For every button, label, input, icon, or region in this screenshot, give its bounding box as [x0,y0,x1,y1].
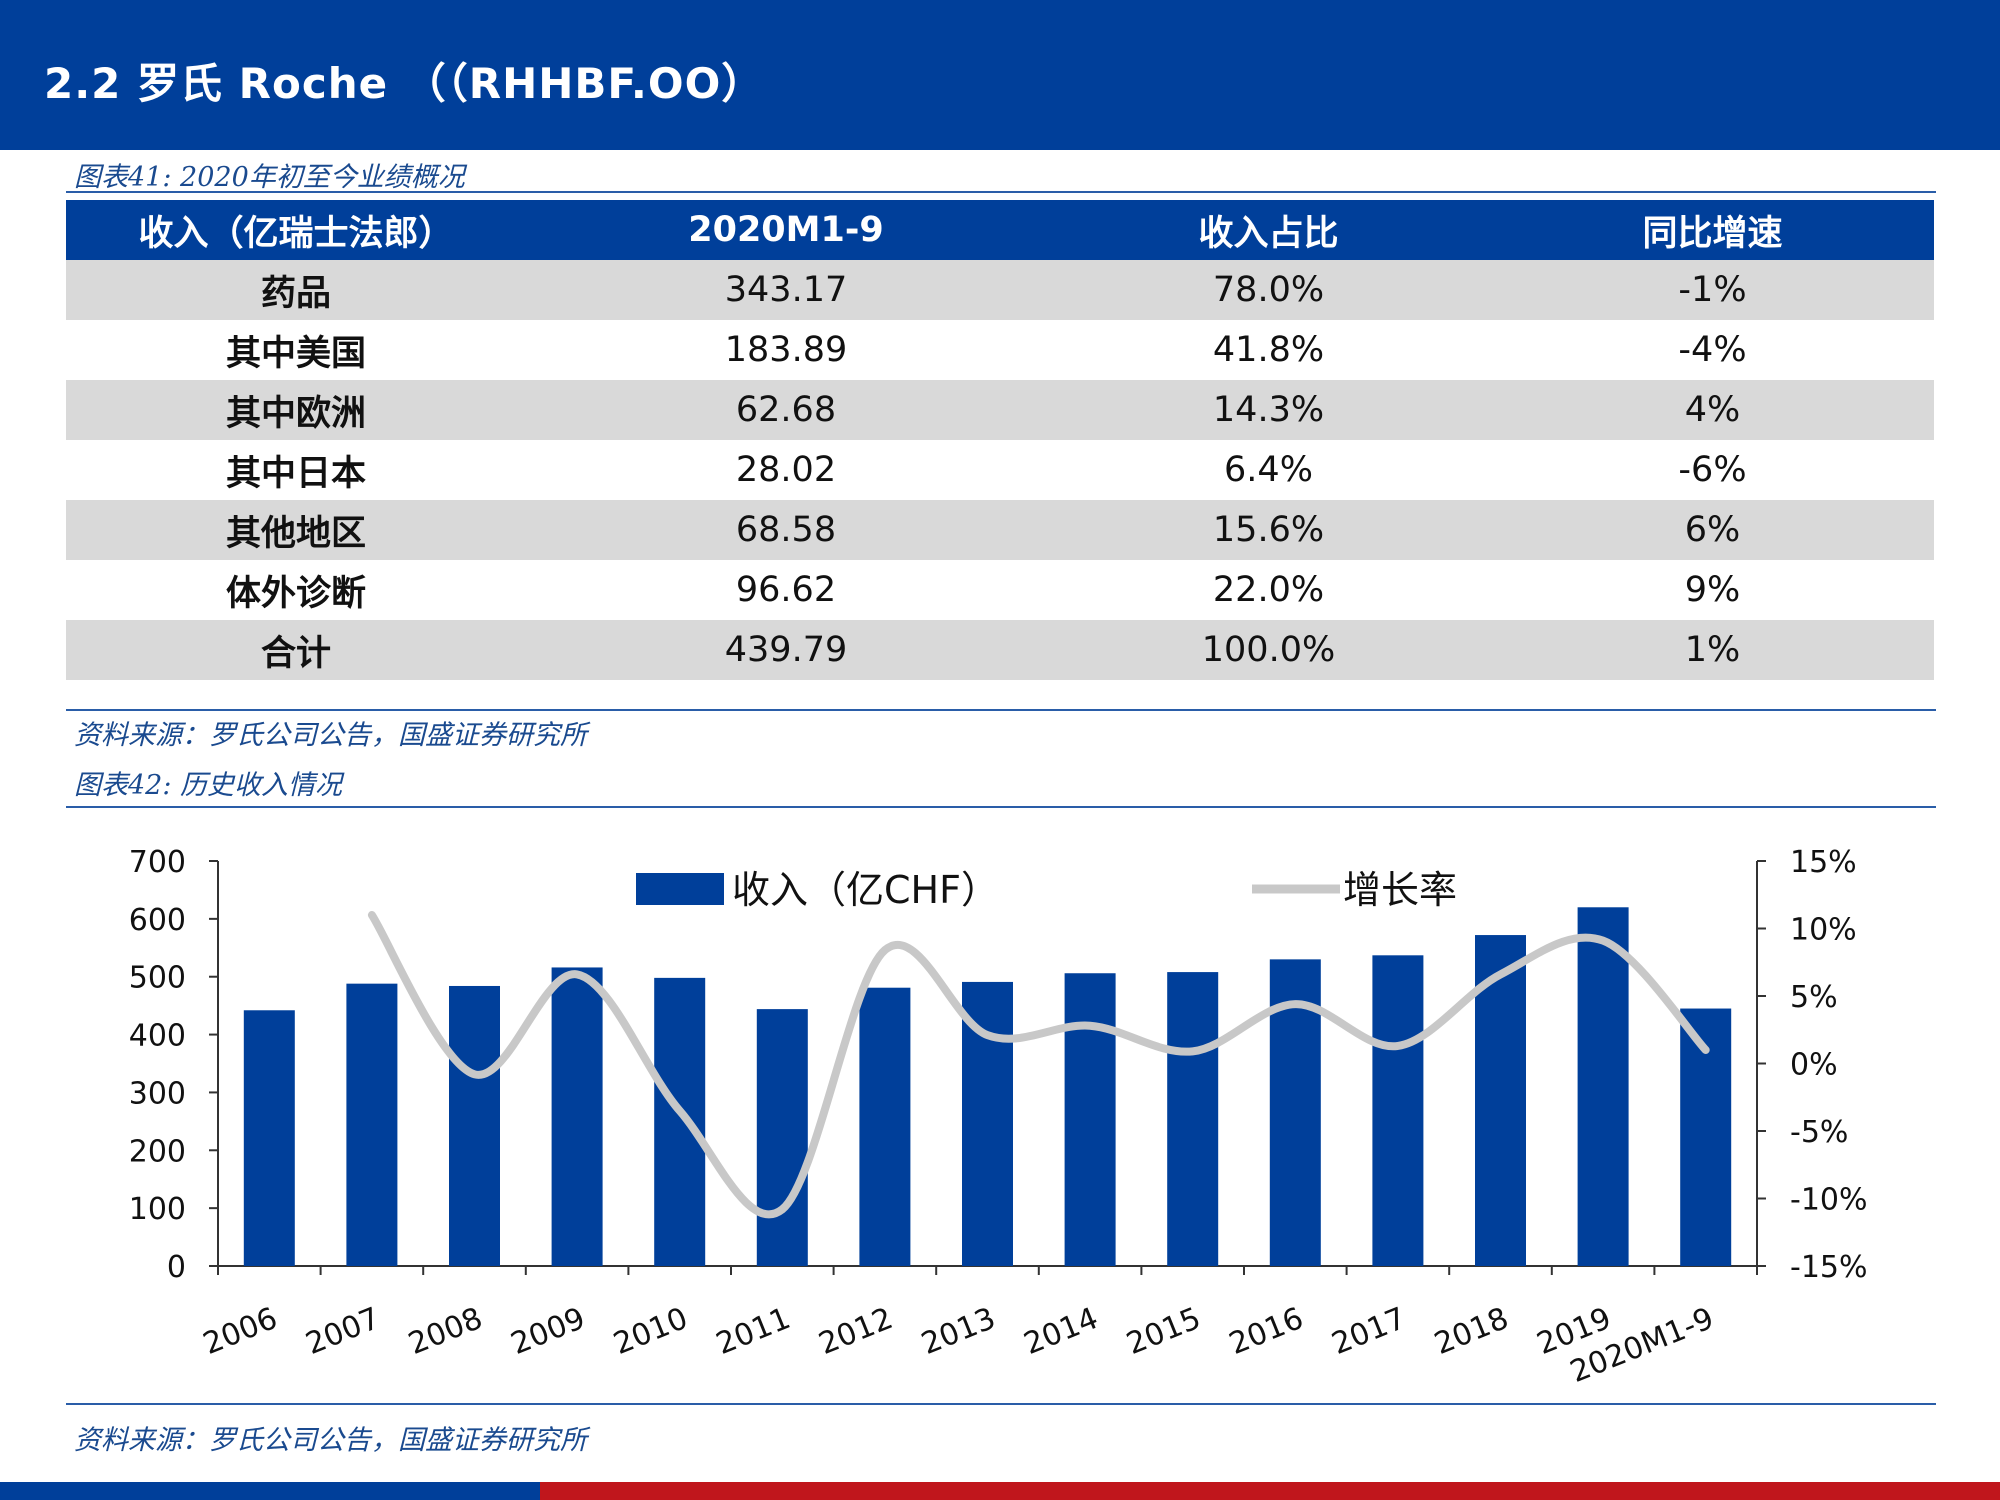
bar [962,981,1013,1266]
row-label: 其中欧洲 [66,380,526,440]
column-header: 同比增速 [1491,200,1934,260]
x-tick-label: 2013 [917,1301,1001,1362]
y-left-tick-label: 100 [129,1192,186,1227]
y-right-tick-label: 5% [1790,980,1838,1015]
legend-label: 增长率 [1343,868,1457,912]
row-label: 其中美国 [225,333,366,374]
y-left-tick-label: 500 [129,961,186,996]
divider [66,806,1936,808]
table-cell: 14.3% [1046,380,1491,440]
column-header: 2020M1-9 [526,200,1046,260]
legend-swatch-bar [636,873,724,905]
x-tick-label: 2011 [711,1301,795,1362]
x-tick-label: 2014 [1019,1301,1103,1362]
revenue-chart: 0 100 200 300 400 500 600 700 -15% -10% -5% 0% 5% 10%… [129,845,1868,1390]
table-header-row: 收入（亿瑞士法郎） 2020M1-9 收入占比 同比增速 [66,200,1934,260]
y-right-tick-label: 15% [1790,845,1857,880]
bar [551,967,603,1266]
table-row: 其中欧洲 62.68 14.3% 4% [66,380,1934,440]
row-label: 其他地区 [66,500,526,560]
column-header: 收入（亿瑞士法郎） [66,200,526,260]
y-right-tick-label: -15% [1790,1250,1868,1285]
performance-table: 收入（亿瑞士法郎） 2020M1-9 收入占比 同比增速 药品 343.17 7… [66,200,1934,680]
x-tick-label: 2015 [1122,1301,1206,1362]
table-cell: 15.6% [1046,500,1491,560]
growth-line [367,911,1710,1219]
x-tick-label: 2010 [609,1301,693,1362]
x-tick-label: 2017 [1327,1301,1411,1362]
x-tick-label: 2006 [198,1301,282,1362]
header-bar: 2.2 罗氏 Roche （（RHHBF.OO） [0,0,2000,150]
y-left-tick-label: 300 [129,1076,186,1111]
table-cell: -4% [1678,330,1747,370]
bar [243,1010,295,1266]
x-tick-label: 2008 [404,1301,488,1362]
bar [859,987,911,1266]
table-cell: 78.0% [1046,260,1491,320]
table-row: 其中美国 183.89 41.8% -4% [66,320,1934,380]
table-row: 药品 343.17 78.0% -1% [66,260,1934,320]
y-right-tick-label: 10% [1790,913,1857,948]
table-cell: 6.4% [1224,450,1313,490]
table-cell: 68.58 [526,500,1046,560]
table-cell: 62.68 [526,380,1046,440]
bar [449,985,500,1266]
table-row: 合计 439.79 100.0% 1% [66,620,1934,680]
table-row: 其中日本 28.02 6.4% -6% [66,440,1934,500]
table-cell: 28.02 [735,450,837,490]
y-right-tick-label: 0% [1790,1048,1838,1083]
y-left-tick-label: 600 [129,903,186,938]
bar [1064,973,1116,1266]
table-row: 体外诊断 96.62 22.0% 9% [66,560,1934,620]
row-label: 药品 [66,260,526,320]
y-left-tick-label: 400 [129,1019,186,1054]
table-cell: 343.17 [526,260,1046,320]
row-label: 合计 [66,620,526,680]
table-caption: 图表41: 2020年初至今业绩概况 [74,162,465,193]
x-tick-label: 2007 [301,1301,385,1362]
table-cell: 4% [1491,380,1934,440]
y-right-tick-label: -10% [1790,1183,1868,1218]
footer-bar-blue [0,1482,540,1500]
table-cell: 9% [1684,570,1741,610]
x-tick-label: 2018 [1430,1301,1514,1362]
table-cell: 439.79 [526,620,1046,680]
y-left-tick-label: 200 [129,1134,186,1169]
row-label: 其中日本 [225,453,366,494]
bar [1372,955,1424,1266]
table-cell: 183.89 [724,330,848,370]
x-tick-label: 2012 [814,1301,898,1362]
table-row: 其他地区 68.58 15.6% 6% [66,500,1934,560]
table-cell: 41.8% [1212,330,1325,370]
bar [346,983,398,1266]
table-cell: -6% [1678,450,1747,490]
bar [654,977,706,1266]
bar [756,1009,808,1266]
chart-caption: 图表42: 历史收入情况 [74,770,343,801]
divider [66,191,1936,193]
table-cell: 96.62 [735,570,837,610]
row-label: 体外诊断 [225,573,366,614]
x-tick-label: 2016 [1224,1301,1308,1362]
table-cell: -1% [1491,260,1934,320]
divider [66,709,1936,711]
x-tick-label: 2009 [506,1301,590,1362]
y-left-tick-label: 0 [167,1250,186,1285]
column-header: 收入占比 [1046,200,1491,260]
source-note: 资料来源：罗氏公司公告，国盛证券研究所 [74,720,587,751]
table-cell: 100.0% [1046,620,1491,680]
table-cell: 6% [1491,500,1934,560]
y-left-tick-label: 700 [129,845,186,880]
table-cell: 1% [1491,620,1934,680]
source-note: 资料来源：罗氏公司公告，国盛证券研究所 [74,1425,587,1456]
legend-label: 收入（亿CHF） [732,868,999,912]
bar [1577,907,1629,1266]
divider [66,1403,1936,1405]
page-title: 2.2 罗氏 Roche （（RHHBF.OO） [44,59,765,108]
table-cell: 22.0% [1212,570,1325,610]
bar [1167,972,1219,1266]
y-right-tick-label: -5% [1790,1115,1848,1150]
footer-bar-red [540,1482,2000,1500]
